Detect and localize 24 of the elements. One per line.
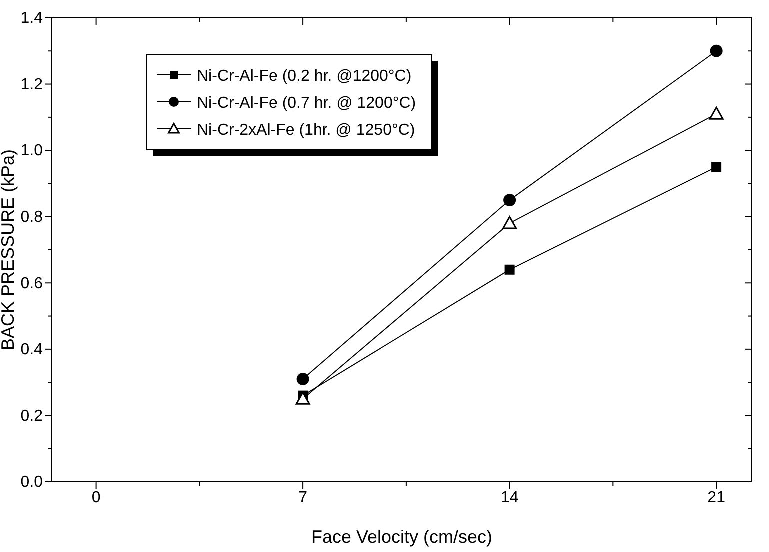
point [504, 194, 516, 207]
x-axis-title: Face Velocity (cm/sec) [311, 527, 493, 547]
x-tick-label: 21 [708, 489, 726, 506]
point [502, 216, 518, 230]
point [709, 106, 724, 120]
x-tick-label: 7 [298, 489, 308, 506]
y-tick-label: 1.4 [20, 10, 44, 28]
y-tick-label: 0.8 [20, 208, 44, 226]
point [712, 162, 722, 172]
y-tick-label: 0.4 [20, 342, 44, 359]
legend-label: Ni-Cr-Al-Fe (0.2 hr. @1200°C) [197, 68, 412, 85]
x-tick-label: 0 [92, 489, 101, 506]
legend-label: Ni-Cr-2xAl-Fe (1hr. @ 1250°C) [197, 122, 416, 139]
y-axis-title: BACK PRESSURE (kPa) [0, 149, 18, 351]
y-tick-label: 0.6 [20, 275, 44, 292]
point [710, 44, 723, 58]
point [504, 264, 515, 275]
y-tick-label: 0.2 [20, 408, 44, 425]
y-tick-label: 1.0 [20, 142, 44, 160]
legend-label: Ni-Cr-Al-Fe (0.7 hr. @ 1200°C) [197, 95, 416, 112]
point [296, 373, 310, 386]
y-tick-label: 0.0 [20, 474, 44, 492]
y-tick-label: 1.2 [20, 76, 44, 94]
x-tick-label: 14 [500, 489, 519, 506]
